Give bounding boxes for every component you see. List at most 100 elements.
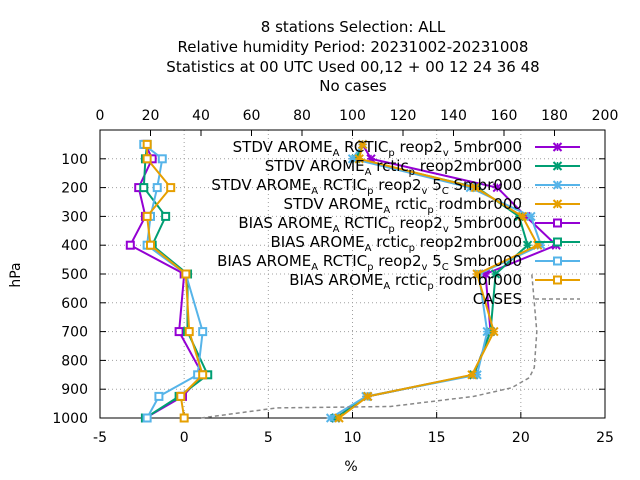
x2-tick-label: 160	[491, 108, 518, 124]
data-point	[552, 142, 563, 152]
data-point	[467, 370, 477, 380]
data-point	[489, 326, 499, 337]
series-line	[142, 144, 209, 419]
series-line	[200, 273, 538, 419]
title-line-2: Relative humidity Period: 20231002-20231…	[178, 38, 529, 56]
x2-tick-label: 20	[142, 108, 160, 124]
legend-label: STDV AROMEA RCTICp reop2v 5C Smbr000	[211, 176, 522, 197]
x-tick-label: 20	[512, 430, 530, 446]
y-tick-label: 100	[61, 152, 88, 168]
chart-title: 8 stations Selection: ALL Relative humid…	[166, 18, 539, 95]
legend-item: BIAS AROMEA RCTICp reop2v 5C Smbr000	[217, 252, 580, 273]
data-point	[174, 327, 184, 337]
data-point	[139, 183, 149, 193]
legend-item: BIAS AROMEA rcticp reop2mbr000	[270, 233, 580, 254]
x-tick-label: 25	[596, 430, 614, 446]
data-point	[526, 211, 536, 222]
data-point	[146, 240, 155, 250]
y-tick-label: 900	[61, 382, 88, 398]
series-layer	[125, 139, 561, 423]
data-point	[179, 413, 189, 423]
legend-item: CASES	[473, 290, 580, 308]
x2-tick-label: 180	[541, 108, 568, 124]
data-point	[198, 370, 208, 380]
y-tick-label: 500	[61, 267, 88, 283]
legend-label: BIAS AROMEA RCTICp reop2v 5C Smbr000	[217, 252, 522, 273]
legend-item: BIAS AROMEA RCTICp reop2v 5mbr000	[238, 214, 580, 235]
x2-tick-label: 200	[592, 108, 619, 124]
x-tick-label: 5	[264, 430, 273, 446]
x2-tick-label: 80	[293, 108, 311, 124]
data-point	[517, 211, 528, 222]
x-tick-label: 10	[344, 430, 362, 446]
series-8	[142, 139, 208, 423]
data-point	[184, 327, 194, 337]
x-axis-label: %	[344, 459, 357, 475]
data-point	[166, 183, 176, 193]
data-point	[357, 139, 368, 150]
series-9	[200, 273, 538, 419]
data-point	[362, 391, 373, 402]
title-line-4: No cases	[319, 77, 387, 95]
data-point	[354, 154, 364, 164]
legend-label: BIAS AROMEA rcticp rodmbr000	[289, 271, 522, 292]
data-point	[490, 269, 501, 279]
x2-tick-label: 100	[339, 108, 366, 124]
data-point	[198, 327, 208, 337]
legend-item: STDV AROMEA RCTICp reop2v 5C Smbr000	[211, 176, 580, 197]
legend-label: STDV AROMEA RCTICp reop2v 5mbr000	[233, 138, 522, 159]
data-point	[154, 391, 164, 401]
y-tick-label: 1000	[52, 411, 88, 427]
series-line	[146, 144, 204, 419]
legend-label: BIAS AROMEA rcticp reop2mbr000	[270, 233, 522, 254]
legend-item: STDV AROMEA RCTICp reop2v 5mbr000	[233, 138, 580, 159]
data-point	[552, 199, 563, 209]
legend-item: STDV AROMEA rcticp reop2mbr000	[265, 157, 580, 178]
y-tick-label: 300	[61, 209, 88, 225]
series-7	[139, 139, 208, 423]
y-tick-label: 400	[61, 238, 88, 254]
legend-label: BIAS AROMEA RCTICp reop2v 5mbr000	[238, 214, 522, 235]
data-point	[142, 154, 152, 164]
title-line-1: 8 stations Selection: ALL	[261, 18, 446, 36]
data-point	[157, 154, 167, 164]
x2-tick-label: 40	[192, 108, 210, 124]
data-point	[552, 180, 563, 190]
legend-item: BIAS AROMEA rcticp rodmbr000	[289, 271, 580, 292]
data-point	[470, 182, 481, 193]
data-point	[552, 161, 563, 171]
data-point	[553, 218, 562, 228]
legend-label: STDV AROMEA rcticp rodmbr000	[283, 195, 522, 216]
data-point	[553, 237, 562, 247]
x2-tick-label: 120	[390, 108, 417, 124]
series-line	[338, 144, 540, 419]
title-line-3: Statistics at 00 UTC Used 00,12 + 00 12 …	[166, 58, 539, 76]
data-point	[325, 413, 336, 423]
data-point	[125, 240, 135, 250]
data-point	[176, 391, 186, 401]
data-point	[142, 413, 152, 423]
data-point	[181, 269, 191, 279]
y-tick-label: 700	[61, 325, 88, 341]
y-tick-label: 600	[61, 296, 88, 312]
series-4	[334, 139, 543, 423]
y-axis-label: hPa	[8, 262, 24, 287]
y-tick-label: 200	[61, 181, 88, 197]
y-tick-label: 800	[61, 353, 88, 369]
legend-item: STDV AROMEA rcticp rodmbr000	[283, 195, 580, 216]
data-point	[161, 211, 171, 221]
data-point	[142, 139, 152, 149]
axes: -5 0 5 10 15 20 25 0 20 40 60 80 100 120 140 160 180 200 1…	[52, 108, 618, 446]
x-tick-label: 15	[428, 430, 446, 446]
series-6	[139, 139, 213, 423]
legend-label: STDV AROMEA rcticp reop2mbr000	[265, 157, 522, 178]
legend-label: CASES	[473, 290, 522, 308]
data-point	[334, 413, 344, 423]
x-tick-label: 0	[180, 430, 189, 446]
data-point	[152, 183, 162, 193]
data-point	[492, 182, 502, 193]
data-point	[142, 211, 152, 221]
x-tick-label: -5	[93, 430, 107, 446]
